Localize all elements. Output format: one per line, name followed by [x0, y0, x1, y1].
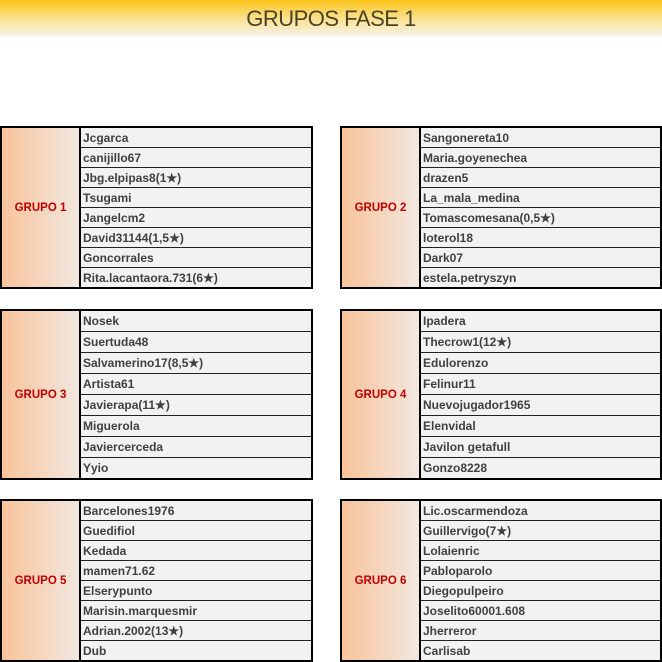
player-row: estela.petryszyn	[423, 270, 517, 285]
player-row: Nuevojugador1965	[421, 395, 660, 416]
group-table-6: GRUPO 6 Lic.oscarmendoza Guillervigo(7★) Lo…	[340, 499, 662, 662]
player-list: Lic.oscarmendoza Guillervigo(7★) Lolaienri…	[421, 501, 660, 660]
player-row: David31144(1,5★)	[81, 228, 311, 248]
player-row: Pabloparolo	[421, 561, 660, 581]
group-label: GRUPO 5	[2, 501, 81, 660]
player-row: drazen5	[421, 168, 660, 188]
player-row: Yyio	[83, 461, 109, 475]
player-row: Elserypunto	[81, 581, 311, 601]
player-row: Tsugami	[81, 188, 311, 208]
player-row: Diegopulpeiro	[421, 581, 660, 601]
player-row: Barcelones1976	[81, 501, 311, 521]
group-label: GRUPO 4	[342, 311, 421, 478]
player-row: Nosek	[81, 311, 311, 332]
player-row: Maria.goyenechea	[421, 148, 660, 168]
player-list: Jcgarca canijillo67 Jbg.elpipas8(1★) Tsugam…	[81, 128, 311, 287]
player-row: Ipadera	[421, 311, 660, 332]
group-table-4: GRUPO 4 Ipadera Thecrow1(12★) Edulorenzo Fel…	[340, 309, 662, 480]
player-row: Thecrow1(12★)	[421, 332, 660, 353]
player-row: Dub	[83, 643, 107, 658]
player-row: Dark07	[421, 248, 660, 268]
group-table-5: GRUPO 5 Barcelones1976 Guedifiol Kedada mame…	[0, 499, 313, 662]
player-row: Jangelcm2	[81, 208, 311, 228]
player-row: Salvamerino17(8,5★)	[81, 353, 311, 374]
group-label: GRUPO 3	[2, 311, 81, 478]
player-row: Gonzo8228	[423, 461, 488, 475]
player-row: mamen71.62	[81, 561, 311, 581]
player-row: Goncorrales	[81, 248, 311, 268]
player-row: Lolaienric	[421, 541, 660, 561]
player-row: Jbg.elpipas8(1★)	[81, 168, 311, 188]
player-row: Miguerola	[81, 416, 311, 437]
player-list: Nosek Suertuda48 Salvamerino17(8,5★) Artist…	[81, 311, 311, 478]
group-label: GRUPO 2	[342, 128, 421, 287]
group-table-1: GRUPO 1 Jcgarca canijillo67 Jbg.elpipas8(1★…	[0, 126, 313, 289]
player-row: Tomascomesana(0,5★)	[421, 208, 660, 228]
player-row: Kedada	[81, 541, 311, 561]
group-table-2: GRUPO 2 Sangonereta10 Maria.goyenechea draz…	[340, 126, 662, 289]
player-row: Joselito60001.608	[421, 601, 660, 621]
page-title: GRUPOS FASE 1	[246, 6, 416, 31]
player-row: Jherreror	[421, 621, 660, 641]
player-row: Javilon getafull	[421, 437, 660, 458]
player-row: Lic.oscarmendoza	[421, 501, 660, 521]
player-row: Artista61	[81, 374, 311, 395]
player-row: Javiercerceda	[81, 437, 311, 458]
group-table-3: GRUPO 3 Nosek Suertuda48 Salvamerino17(8,5★…	[0, 309, 313, 480]
player-list: Sangonereta10 Maria.goyenechea drazen5 La_m…	[421, 128, 660, 287]
player-row: Guedifiol	[81, 521, 311, 541]
player-row: Carlisab	[423, 643, 471, 658]
player-row: Javierapa(11★)	[81, 395, 311, 416]
player-row: Felinur11	[421, 374, 660, 395]
group-label: GRUPO 1	[2, 128, 81, 287]
group-label: GRUPO 6	[342, 501, 421, 660]
player-row: Suertuda48	[81, 332, 311, 353]
player-row: La_mala_medina	[421, 188, 660, 208]
player-row: Jcgarca	[81, 128, 311, 148]
player-row: Marisin.marquesmir	[81, 601, 311, 621]
player-row: Edulorenzo	[421, 353, 660, 374]
player-row: Guillervigo(7★)	[421, 521, 660, 541]
player-row: Rita.lacantaora.731(6★)	[83, 270, 218, 285]
page-header: GRUPOS FASE 1	[0, 0, 662, 36]
player-row: loterol18	[421, 228, 660, 248]
player-row: Adrian.2002(13★)	[81, 621, 311, 641]
player-list: Barcelones1976 Guedifiol Kedada mamen71.62 E…	[81, 501, 311, 660]
player-row: Sangonereta10	[421, 128, 660, 148]
player-list: Ipadera Thecrow1(12★) Edulorenzo Felinur11 N…	[421, 311, 660, 478]
player-row: canijillo67	[81, 148, 311, 168]
player-row: Elenvidal	[421, 416, 660, 437]
